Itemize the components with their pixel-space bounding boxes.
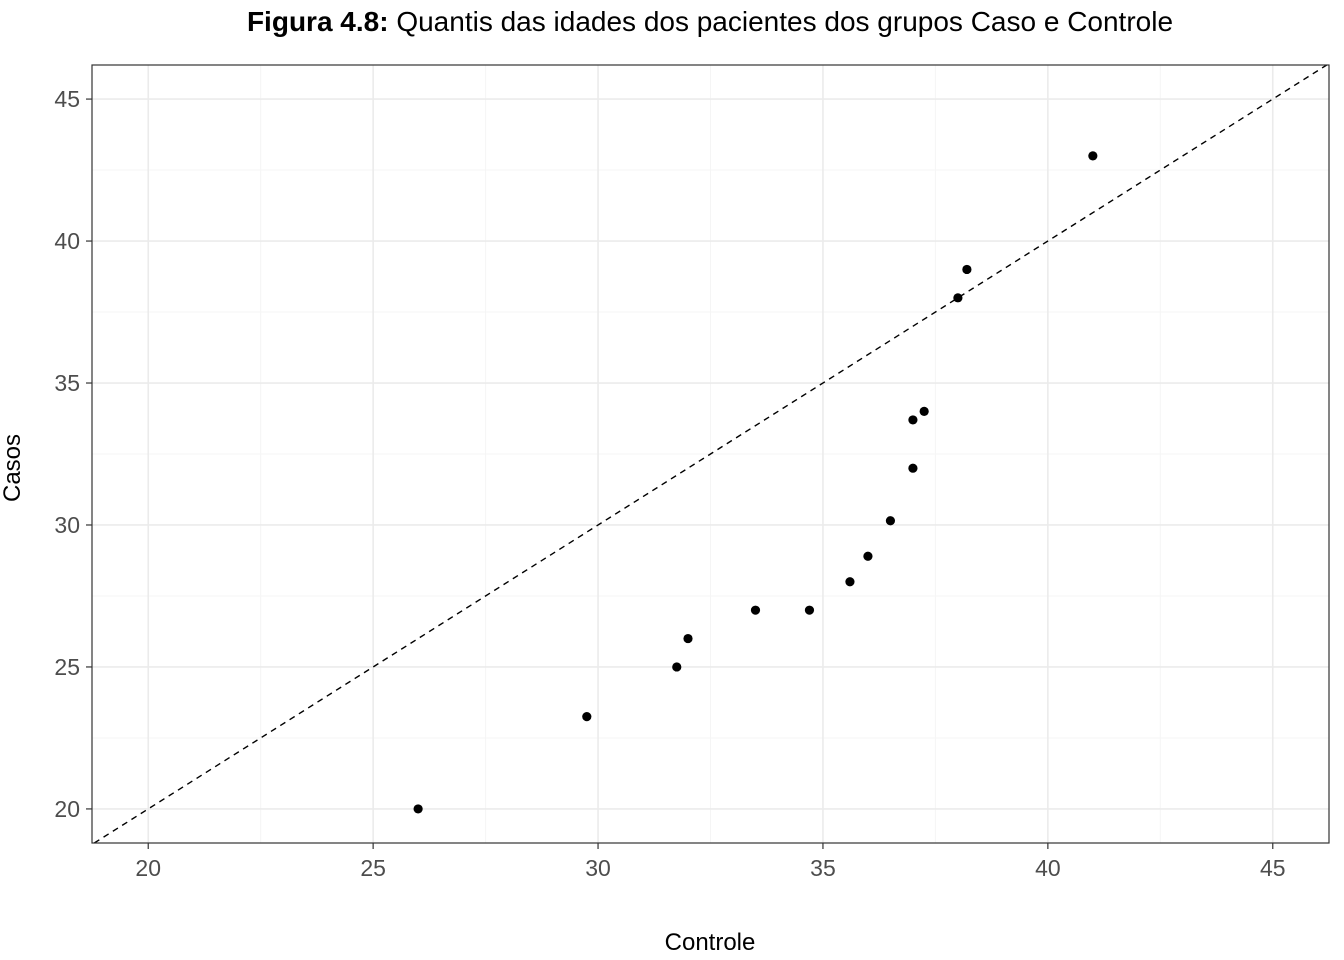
x-tick-label: 45	[1260, 855, 1286, 881]
x-tick-label: 35	[810, 855, 836, 881]
data-point	[962, 264, 972, 275]
x-axis-ticks: 20 25 30 35 40 45	[135, 843, 1286, 881]
data-point	[845, 577, 855, 587]
x-tick-label: 25	[360, 855, 386, 881]
x-tick-label: 40	[1035, 855, 1061, 881]
y-axis-ticks: 20 25 30 35 40 45	[54, 86, 92, 822]
data-point	[582, 712, 592, 722]
data-point	[919, 406, 929, 417]
data-point	[1088, 151, 1098, 161]
chart-title-text: Quantis das idades dos pacientes dos gru…	[389, 6, 1173, 37]
y-tick-label: 25	[54, 654, 80, 680]
y-tick-label: 20	[54, 796, 80, 822]
y-tick-label: 40	[54, 228, 80, 254]
y-tick-label: 45	[54, 86, 80, 112]
reference-line	[93, 64, 1328, 844]
x-tick-label: 20	[135, 855, 161, 881]
x-tick-label: 30	[585, 855, 611, 881]
data-point	[683, 633, 693, 644]
data-point	[863, 551, 873, 561]
chart-title: Figura 4.8: Quantis das idades dos pacie…	[247, 6, 1173, 37]
y-tick-label: 30	[54, 512, 80, 538]
data-point	[908, 463, 918, 473]
panel-border	[91, 64, 1330, 844]
data-points	[413, 151, 1098, 814]
data-point	[953, 293, 963, 303]
minor-gridlines	[92, 65, 1329, 843]
data-point	[804, 605, 815, 615]
data-point	[885, 516, 896, 526]
major-gridlines	[92, 65, 1329, 843]
reference-line-group	[93, 64, 1328, 844]
data-point	[413, 804, 423, 814]
x-axis-title: Controle	[665, 929, 756, 956]
data-point	[672, 662, 682, 672]
chart-title-prefix: Figura 4.8:	[247, 6, 389, 37]
data-point	[750, 605, 761, 615]
y-tick-label: 35	[54, 370, 80, 396]
data-point	[908, 415, 918, 425]
y-axis-title: Casos	[0, 434, 26, 502]
